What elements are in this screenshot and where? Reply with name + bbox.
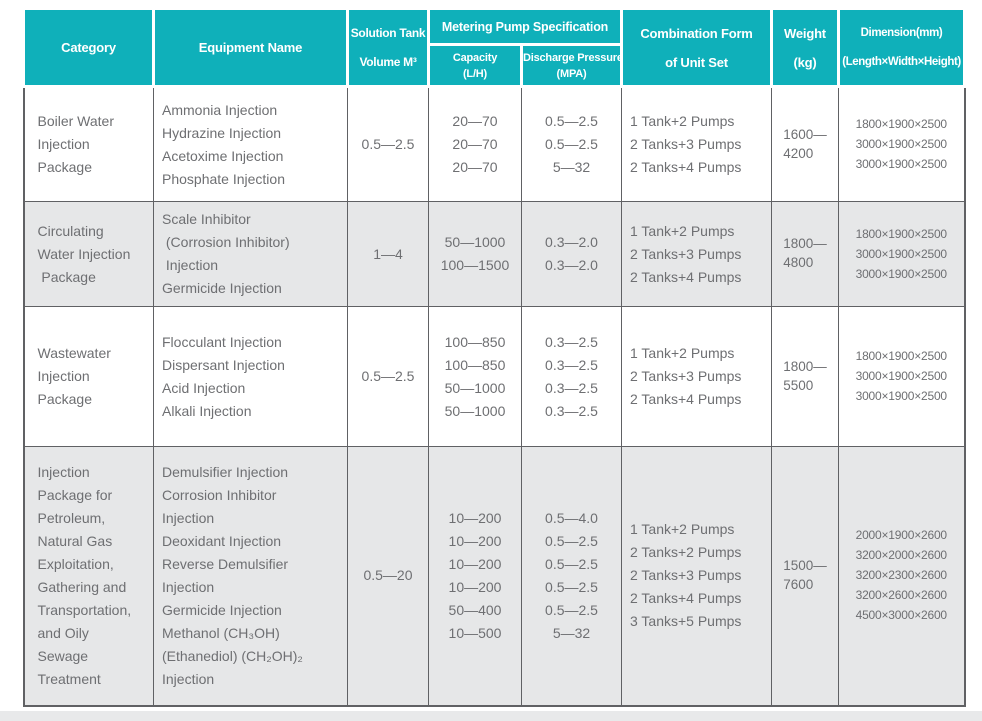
header-discharge-line1: Discharge Pressure bbox=[523, 51, 623, 64]
cell-equipment-name: Scale Inhibitor (Corrosion Inhibitor) In… bbox=[153, 201, 348, 307]
cell-capacity: 100—850 100—850 50—1000 50—1000 bbox=[428, 306, 522, 447]
header-dimension-line1: Dimension(mm) bbox=[860, 26, 943, 39]
header-weight-line2: (kg) bbox=[793, 54, 817, 70]
cell-dimension: 2000×1900×2600 3200×2000×2600 3200×2300×… bbox=[838, 446, 966, 707]
cell-category: Circulating Water Injection Package bbox=[22, 201, 154, 307]
header-cell-combination: Combination Form of Unit Set bbox=[620, 7, 773, 88]
page-bottom-shadow bbox=[0, 711, 982, 721]
cell-weight: 1800— 5500 bbox=[771, 306, 839, 447]
cell-equipment-name: Flocculant Injection Dispersant Injectio… bbox=[153, 306, 348, 447]
cell-capacity: 50—1000 100—1500 bbox=[428, 201, 522, 307]
cell-equipment-name: Ammonia Injection Hydrazine Injection Ac… bbox=[153, 86, 348, 202]
header-cell-category: Category bbox=[22, 7, 155, 88]
cell-weight: 1500— 7600 bbox=[771, 446, 839, 707]
header-cell-metering-group: Metering Pump Specification bbox=[427, 7, 623, 46]
header-row-1: Category Equipment Name Solution Tank Vo… bbox=[22, 7, 966, 88]
header-cell-capacity: Capacity (L/H) bbox=[427, 43, 523, 88]
header-row-2: Capacity (L/H) Discharge Pressure (MPA) bbox=[24, 43, 965, 88]
header-cell-weight: Weight (kg) bbox=[770, 7, 840, 88]
spec-table-container: Category Equipment Name Solution Tank Vo… bbox=[22, 7, 966, 707]
cell-category: Wastewater Injection Package bbox=[22, 306, 154, 447]
table-row: Circulating Water Injection Package Scal… bbox=[22, 201, 966, 307]
table-header: Category Equipment Name Solution Tank Vo… bbox=[22, 7, 966, 88]
spec-table: Category Equipment Name Solution Tank Vo… bbox=[22, 7, 966, 707]
header-tank-line2: Volume M³ bbox=[359, 54, 417, 69]
cell-category: Boiler Water Injection Package bbox=[22, 86, 154, 202]
cell-capacity: 10—200 10—200 10—200 10—200 50—400 10—50… bbox=[428, 446, 522, 707]
cell-tank-volume: 0.5—20 bbox=[347, 446, 429, 707]
cell-dimension: 1800×1900×2500 3000×1900×2500 3000×1900×… bbox=[838, 201, 966, 307]
header-equipment-label: Equipment Name bbox=[198, 40, 303, 55]
cell-equipment-name: Demulsifier Injection Corrosion Inhibito… bbox=[153, 446, 348, 707]
cell-weight: 1600— 4200 bbox=[771, 86, 839, 202]
cell-dimension: 1800×1900×2500 3000×1900×2500 3000×1900×… bbox=[838, 306, 966, 447]
header-category-label: Category bbox=[61, 40, 116, 55]
header-discharge-line2: (MPA) bbox=[556, 67, 587, 80]
table-row: Wastewater Injection Package Flocculant … bbox=[22, 306, 966, 447]
cell-discharge-pressure: 0.5—2.5 0.5—2.5 5—32 bbox=[521, 86, 622, 202]
cell-tank-volume: 0.5—2.5 bbox=[347, 86, 429, 202]
cell-discharge-pressure: 0.3—2.5 0.3—2.5 0.3—2.5 0.3—2.5 bbox=[521, 306, 622, 447]
cell-tank-volume: 0.5—2.5 bbox=[347, 306, 429, 447]
header-dimension-line2: (Length×Width×Height) bbox=[842, 55, 961, 68]
header-combination-line1: Combination Form bbox=[640, 25, 753, 41]
cell-combination-form: 1 Tank+2 Pumps 2 Tanks+3 Pumps 2 Tanks+4… bbox=[621, 86, 772, 202]
table-row: Boiler Water Injection Package Ammonia I… bbox=[22, 86, 966, 202]
header-cell-tank-volume: Solution Tank Volume M³ bbox=[346, 7, 430, 88]
table-row: Injection Package for Petroleum, Natural… bbox=[22, 446, 966, 707]
header-cell-dimension: Dimension(mm) (Length×Width×Height) bbox=[837, 7, 966, 88]
header-cell-discharge: Discharge Pressure (MPA) bbox=[520, 43, 623, 88]
header-capacity-line2: (L/H) bbox=[462, 67, 488, 80]
cell-combination-form: 1 Tank+2 Pumps 2 Tanks+3 Pumps 2 Tanks+4… bbox=[621, 306, 772, 447]
cell-combination-form: 1 Tank+2 Pumps 2 Tanks+2 Pumps 2 Tanks+3… bbox=[621, 446, 772, 707]
header-combination-line2: of Unit Set bbox=[665, 54, 728, 70]
header-cell-equipment: Equipment Name bbox=[152, 7, 349, 88]
header-capacity-line1: Capacity bbox=[452, 51, 498, 64]
header-metering-label: Metering Pump Specification bbox=[441, 19, 609, 34]
cell-discharge-pressure: 0.3—2.0 0.3—2.0 bbox=[521, 201, 622, 307]
cell-capacity: 20—70 20—70 20—70 bbox=[428, 86, 522, 202]
table-body: Boiler Water Injection Package Ammonia I… bbox=[22, 86, 966, 707]
header-weight-line1: Weight bbox=[784, 25, 826, 41]
header-tank-line1: Solution Tank bbox=[350, 25, 426, 40]
cell-category: Injection Package for Petroleum, Natural… bbox=[22, 446, 154, 707]
cell-tank-volume: 1—4 bbox=[347, 201, 429, 307]
cell-weight: 1800— 4800 bbox=[771, 201, 839, 307]
cell-combination-form: 1 Tank+2 Pumps 2 Tanks+3 Pumps 2 Tanks+4… bbox=[621, 201, 772, 307]
cell-discharge-pressure: 0.5—4.0 0.5—2.5 0.5—2.5 0.5—2.5 0.5—2.5 … bbox=[521, 446, 622, 707]
cell-dimension: 1800×1900×2500 3000×1900×2500 3000×1900×… bbox=[838, 86, 966, 202]
